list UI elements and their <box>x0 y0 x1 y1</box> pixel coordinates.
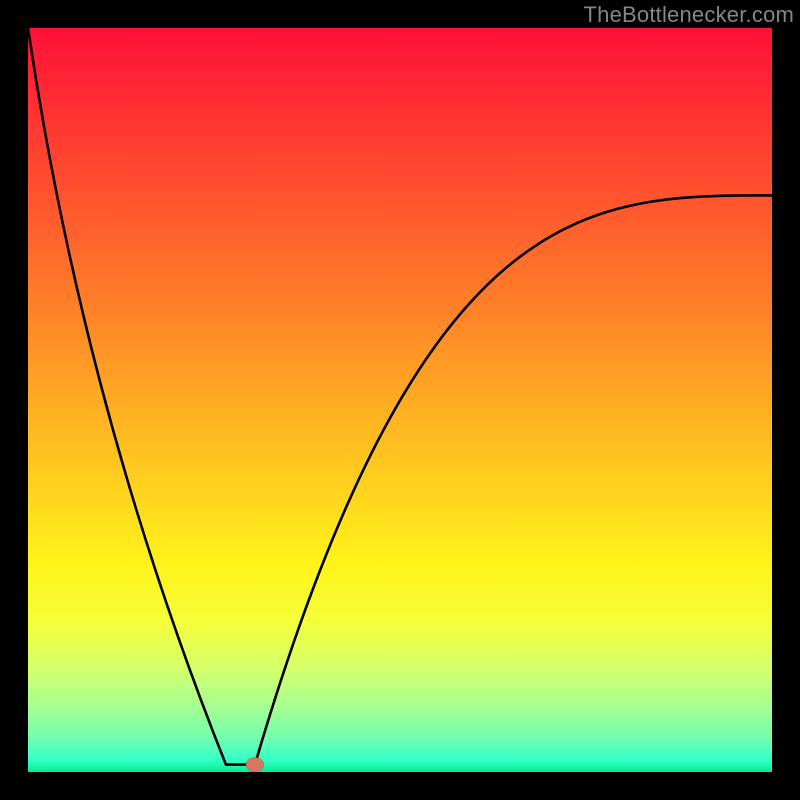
watermark-text: TheBottlenecker.com <box>584 2 794 28</box>
chart-svg <box>0 0 800 800</box>
chart-container: TheBottlenecker.com <box>0 0 800 800</box>
valley-marker <box>246 758 264 772</box>
